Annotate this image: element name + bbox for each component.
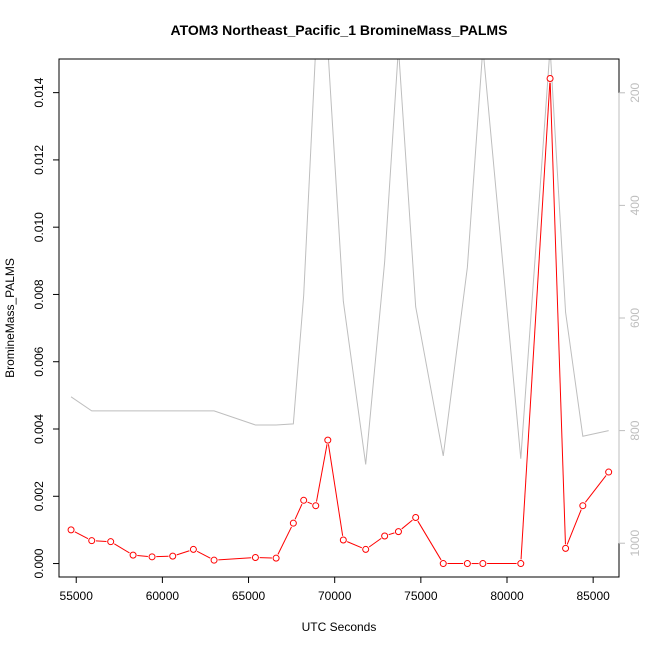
series-0-point	[210, 556, 218, 564]
plot-frame	[58, 58, 620, 578]
y-tick-label: 0.014	[32, 77, 46, 107]
series-0-point	[439, 560, 447, 568]
series-0-point	[67, 526, 75, 534]
series-0-point	[362, 545, 370, 553]
chart-title: ATOM3 Northeast_Pacific_1 BromineMass_PA…	[171, 22, 508, 38]
series-0-point	[272, 554, 280, 562]
y-axis-label: BromineMass_PALMS	[3, 258, 17, 378]
series-0-point	[88, 537, 96, 545]
x-tick-label: 65000	[232, 589, 266, 603]
y-tick-label: 0.008	[32, 279, 46, 309]
series-0-point	[107, 538, 115, 546]
y2-axis: 200 400 600 800 1000	[618, 82, 642, 557]
series-0-segment	[327, 444, 344, 536]
series-0-segment	[277, 526, 292, 555]
series-0-segment	[95, 540, 107, 542]
y-tick-label: 0.010	[32, 212, 46, 242]
x-tick-label: 55000	[60, 589, 94, 603]
y-tick-label: 0.006	[32, 346, 46, 376]
series-0-segment	[401, 519, 413, 530]
series-0-point	[300, 496, 308, 504]
y2-tick-label: 1000	[628, 530, 642, 557]
x-tick-label: 80000	[490, 589, 524, 603]
series-0-point	[339, 536, 347, 544]
series-0-segment	[307, 501, 313, 505]
series-0-segment	[176, 550, 190, 556]
series-0-segment	[368, 537, 382, 548]
y-tick-label: 0.012	[32, 145, 46, 175]
series-0-point	[148, 553, 156, 561]
x-tick-label: 70000	[318, 589, 352, 603]
y2-tick-label: 200	[628, 82, 642, 102]
y-tick-label: 0.004	[32, 414, 46, 444]
series-0-segment	[566, 509, 582, 545]
series-0-segment	[346, 541, 363, 549]
series-0-segment	[114, 543, 130, 554]
series-0-segment	[218, 557, 252, 561]
series-0-segment	[549, 82, 566, 545]
series-0-point	[517, 560, 525, 568]
series-0-point	[394, 528, 402, 536]
series-0-point	[605, 468, 613, 476]
y2-tick-label: 400	[628, 195, 642, 215]
series-0-point	[324, 436, 332, 444]
series-0-point	[579, 502, 587, 510]
x-axis: 55000 60000 65000 70000 75000 80000 85000	[60, 576, 610, 603]
series-0-point	[251, 553, 259, 561]
series-0-segment	[316, 444, 328, 502]
x-tick-label: 75000	[404, 589, 438, 603]
series-0-segment	[294, 503, 303, 520]
x-tick-label: 85000	[576, 589, 610, 603]
series-0-segment	[74, 531, 89, 540]
series-0-segment	[137, 555, 148, 557]
series-0-point	[129, 551, 137, 559]
series-0-point	[312, 502, 320, 510]
series-0-point	[412, 513, 420, 521]
x-axis-label: UTC Seconds	[302, 620, 377, 634]
series-0-point	[463, 560, 471, 568]
series-0-segment	[196, 550, 211, 559]
y-axis: 0.000 0.002 0.004 0.006 0.008 0.010 0.012 0.014	[32, 77, 60, 579]
series-0-point	[169, 552, 177, 560]
x-tick-label: 60000	[146, 589, 180, 603]
primary-series-layer	[67, 75, 613, 568]
series-0-point	[546, 75, 554, 83]
y2-tick-label: 600	[628, 308, 642, 328]
series-0-segment	[388, 532, 395, 536]
series-0-point	[562, 544, 570, 552]
y-tick-label: 0.002	[32, 481, 46, 511]
series-0-segment	[520, 82, 551, 560]
series-0-point	[289, 519, 297, 527]
series-0-point	[479, 560, 487, 568]
secondary-series-layer	[70, 59, 609, 465]
series-1-line	[70, 59, 609, 465]
y2-tick-label: 800	[628, 420, 642, 440]
series-0-segment	[584, 475, 607, 503]
series-0-segment	[417, 520, 442, 561]
series-0-point	[189, 545, 197, 553]
y-tick-label: 0.000	[32, 548, 46, 578]
series-0-point	[381, 532, 389, 540]
